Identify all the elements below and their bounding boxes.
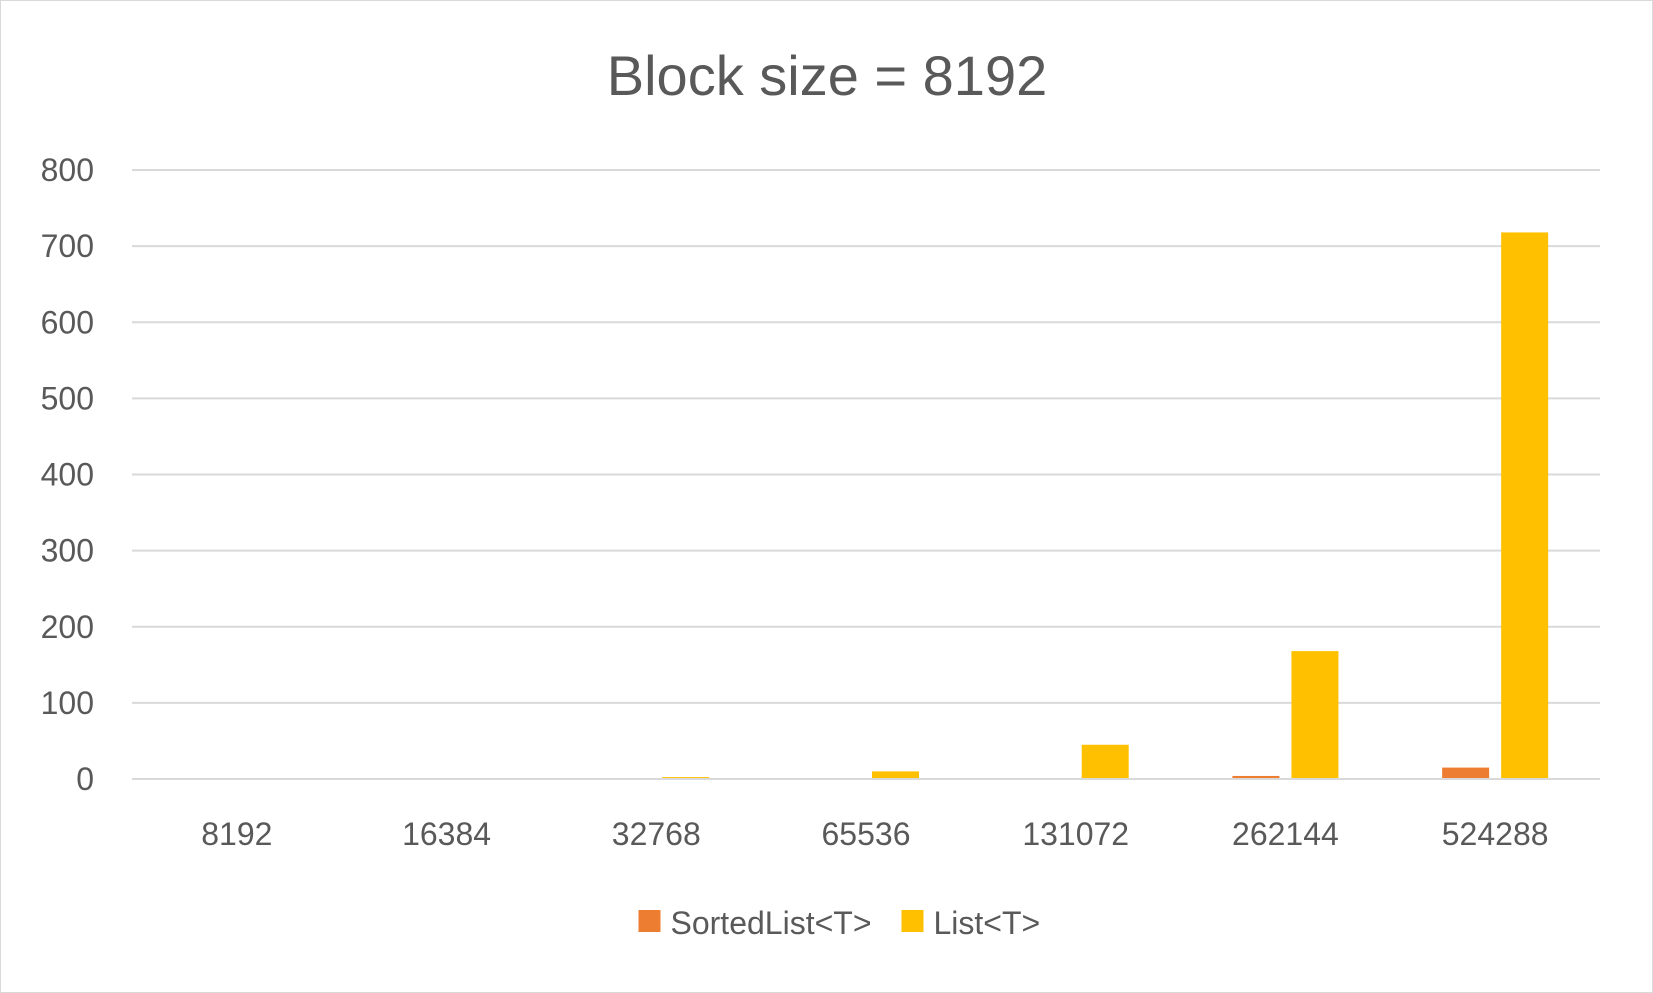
x-tick-label: 65536	[822, 816, 911, 852]
y-tick-label: 300	[41, 533, 94, 569]
y-tick-label: 800	[41, 152, 94, 188]
bar-sortedlist	[1232, 775, 1280, 779]
y-tick-label: 0	[76, 761, 94, 797]
y-tick-label: 200	[41, 609, 94, 645]
y-tick-label: 700	[41, 228, 94, 264]
chart-title: Block size = 8192	[607, 44, 1047, 107]
legend-swatch	[638, 910, 661, 932]
bars	[242, 232, 1549, 780]
bar-list	[1291, 651, 1339, 779]
x-tick-label: 32768	[612, 816, 701, 852]
x-tick-label: 131072	[1022, 816, 1129, 852]
y-tick-label: 100	[41, 685, 94, 721]
y-tick-label: 600	[41, 304, 94, 340]
legend-label: List<T>	[934, 905, 1041, 941]
legend-swatch	[901, 910, 924, 932]
bar-sortedlist	[1442, 767, 1490, 779]
gridlines	[132, 169, 1600, 704]
x-tick-label: 8192	[201, 816, 272, 852]
bar-list	[1081, 744, 1129, 779]
y-tick-label: 500	[41, 380, 94, 416]
x-tick-label: 262144	[1232, 816, 1339, 852]
bar-list	[872, 771, 919, 779]
legend-label: SortedList<T>	[671, 905, 872, 941]
bar-list	[1501, 232, 1549, 780]
x-tick-label: 16384	[402, 816, 491, 852]
y-tick-label: 400	[41, 457, 94, 493]
x-axis-tick-labels: 8192 16384 32768 65536 131072 262144 524288	[201, 816, 1548, 852]
legend: SortedList<T> List<T>	[638, 905, 1041, 941]
x-tick-label: 524288	[1442, 816, 1549, 852]
y-axis-tick-labels: 0 100 200 300 400 500 600 700 800	[41, 152, 94, 797]
